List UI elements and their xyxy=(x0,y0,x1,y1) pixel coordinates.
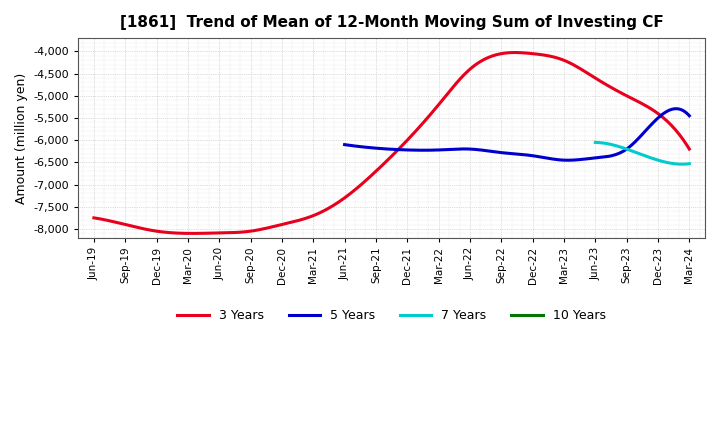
Title: [1861]  Trend of Mean of 12-Month Moving Sum of Investing CF: [1861] Trend of Mean of 12-Month Moving … xyxy=(120,15,663,30)
Y-axis label: Amount (million yen): Amount (million yen) xyxy=(15,72,28,204)
Legend: 3 Years, 5 Years, 7 Years, 10 Years: 3 Years, 5 Years, 7 Years, 10 Years xyxy=(173,304,611,327)
